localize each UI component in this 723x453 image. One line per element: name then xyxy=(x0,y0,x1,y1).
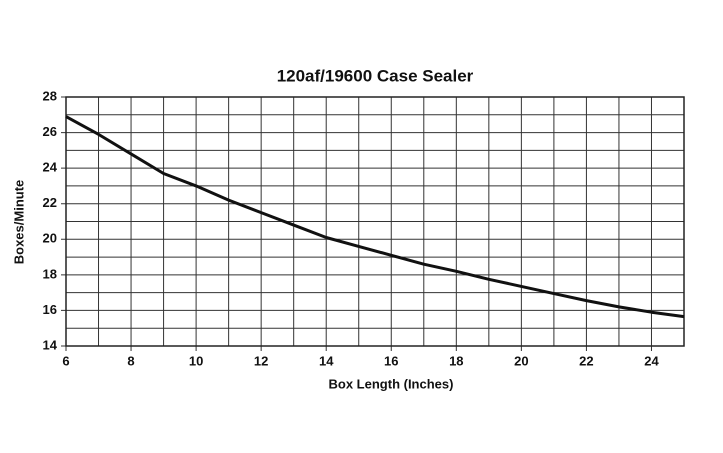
x-tick-label: 16 xyxy=(384,353,398,368)
y-tick-label: 16 xyxy=(43,302,57,317)
y-tick-label: 24 xyxy=(43,160,58,175)
x-tick-label: 20 xyxy=(514,353,528,368)
x-tick-label: 24 xyxy=(644,353,659,368)
x-tick-label: 22 xyxy=(579,353,593,368)
x-axis-label: Box Length (Inches) xyxy=(329,376,454,391)
x-tick-label: 18 xyxy=(449,353,463,368)
y-tick-label: 22 xyxy=(43,195,57,210)
y-tick-label: 18 xyxy=(43,266,57,281)
y-tick-label: 28 xyxy=(43,88,57,103)
x-tick-label: 14 xyxy=(319,353,334,368)
y-tick-label: 26 xyxy=(43,124,57,139)
y-tick-label: 20 xyxy=(43,231,57,246)
x-tick-label: 8 xyxy=(127,353,134,368)
x-tick-label: 10 xyxy=(189,353,203,368)
data-line xyxy=(65,115,685,319)
plot-frame xyxy=(65,96,685,347)
y-axis-label: Boxes/Minute xyxy=(11,180,26,265)
x-tick-label: 12 xyxy=(254,353,268,368)
chart-title: 120af/19600 Case Sealer xyxy=(277,66,474,85)
x-tick-label: 6 xyxy=(62,353,69,368)
y-tick-label: 14 xyxy=(43,337,58,352)
